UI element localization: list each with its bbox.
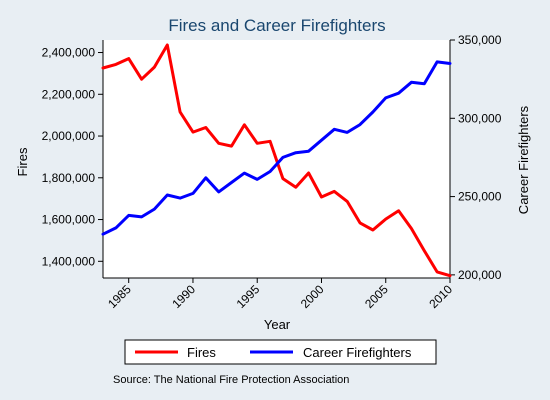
x-axis-label: Year <box>264 317 291 332</box>
y-left-tick-label: 2,000,000 <box>42 129 96 143</box>
series-line-fires <box>101 43 452 278</box>
y-left-tick-label: 1,600,000 <box>42 213 96 227</box>
legend-label-fires: Fires <box>187 345 216 360</box>
y-left-tick-label: 1,400,000 <box>42 254 96 268</box>
source-note: Source: The National Fire Protection Ass… <box>113 374 349 386</box>
y-right-tick-label: 350,000 <box>458 33 502 47</box>
y-right-tick-label: 300,000 <box>458 111 502 125</box>
y-left-tick-label: 2,400,000 <box>42 46 96 60</box>
y-axis-left-label: Fires <box>15 147 30 176</box>
series-line-career-firefighters <box>101 60 452 236</box>
legend: Fires Career Firefighters <box>124 339 437 365</box>
y-left-tick-label: 2,200,000 <box>42 87 96 101</box>
legend-label-career-firefighters: Career Firefighters <box>303 345 412 360</box>
y-right-tick-label: 250,000 <box>458 190 502 204</box>
y-axis-right-label: Career Firefighters <box>516 105 531 214</box>
series-lines <box>101 43 452 278</box>
chart-title: Fires and Career Firefighters <box>168 16 385 35</box>
y-right-tick-label: 200,000 <box>458 268 502 282</box>
y-left-tick-label: 1,800,000 <box>42 171 96 185</box>
